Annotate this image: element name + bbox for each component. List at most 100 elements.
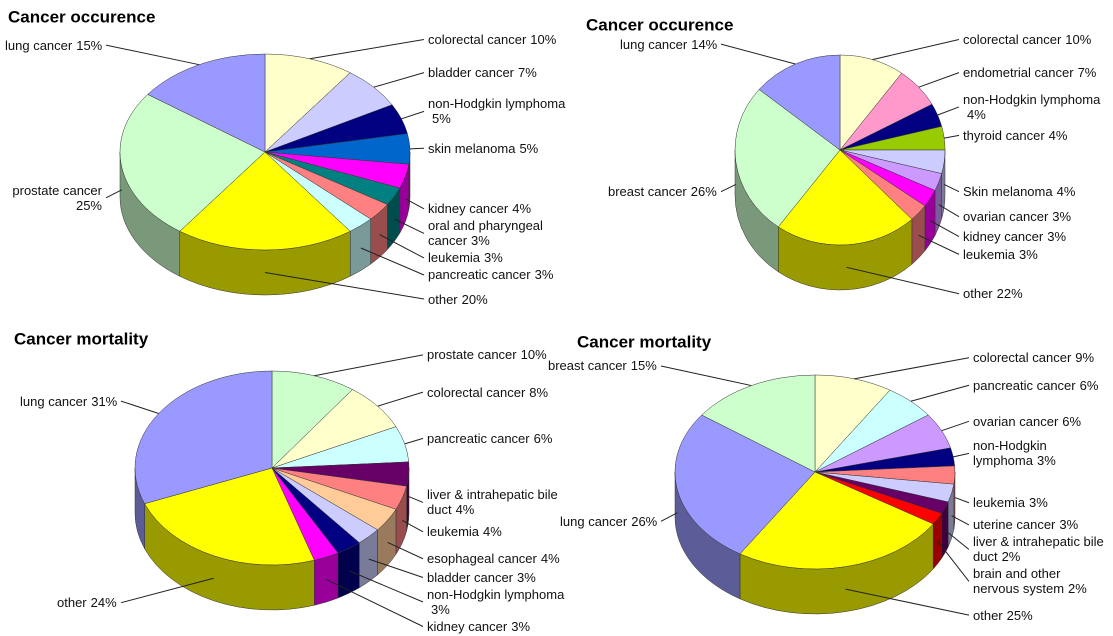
value-label: 14% xyxy=(691,37,717,52)
data-label: Skin melanoma4% xyxy=(963,184,1075,199)
category-label: kidney cancer xyxy=(427,619,507,634)
leader-line xyxy=(944,184,959,191)
value-label: 3% xyxy=(511,619,530,634)
value-label: 3% xyxy=(431,602,450,617)
data-label: ovarian cancer 6% xyxy=(973,414,1081,429)
category-label: colorectal cancer xyxy=(428,32,526,47)
data-label: oral and pharyngeal cancer3% xyxy=(428,218,578,248)
figure: Cancer occurenceCancer occurenceCancer m… xyxy=(0,0,1113,636)
category-label: lung cancer xyxy=(560,514,627,529)
data-label: colorectal cancer9% xyxy=(973,350,1094,365)
data-label: other 25% xyxy=(973,608,1033,623)
leader-line xyxy=(326,580,423,627)
value-label: 6% xyxy=(1062,414,1081,429)
category-label: skin melanoma xyxy=(428,141,515,156)
value-label: 10% xyxy=(1065,32,1091,47)
leader-line xyxy=(942,421,969,430)
category-label: kidney cancer xyxy=(963,229,1043,244)
category-label: pancreatic cancer xyxy=(973,378,1076,393)
value-label: 25% xyxy=(76,198,102,213)
category-label: Skin melanoma xyxy=(963,184,1053,199)
leader-line xyxy=(401,111,424,118)
value-label: 6% xyxy=(534,431,553,446)
data-label: brain and other nervous system 2% xyxy=(973,566,1108,596)
leader-line xyxy=(721,44,795,64)
category-label: esophageal cancer xyxy=(427,551,537,566)
category-label: lung cancer xyxy=(620,37,687,52)
category-label: leukemia xyxy=(973,495,1025,510)
data-label: liver & intrahepatic bile duct2% xyxy=(973,534,1108,564)
value-label: 3% xyxy=(1059,517,1078,532)
category-label: non-Hodgkin lymphoma xyxy=(427,587,564,602)
category-label: bladder cancer xyxy=(428,65,514,80)
value-label: 5% xyxy=(519,141,538,156)
category-label: other xyxy=(973,608,1003,623)
data-label: pancreatic cancer 6% xyxy=(427,431,552,446)
leader-line xyxy=(938,107,959,115)
value-label: 3% xyxy=(1052,209,1071,224)
category-label: leukemia xyxy=(427,524,479,539)
category-label: colorectal cancer xyxy=(963,32,1061,47)
leader-line xyxy=(314,355,423,376)
category-label: lung cancer xyxy=(20,394,87,409)
data-label: kidney cancer 3% xyxy=(963,229,1066,244)
value-label: 4% xyxy=(483,524,502,539)
data-label: skin melanoma 5% xyxy=(428,141,538,156)
value-label: 3% xyxy=(1047,229,1066,244)
value-label: 26% xyxy=(691,184,717,199)
category-label: kidney cancer xyxy=(428,201,508,216)
value-label: 4% xyxy=(1049,128,1068,143)
value-label: 3% xyxy=(1019,247,1038,262)
category-label: colorectal cancer xyxy=(973,350,1071,365)
leader-line xyxy=(872,40,959,60)
value-label: 3% xyxy=(517,570,536,585)
data-label: other20% xyxy=(428,292,488,307)
leader-line xyxy=(410,148,424,149)
data-label: lung cancer 31% xyxy=(20,394,117,409)
category-label: pancreatic cancer xyxy=(427,431,530,446)
value-label: 7% xyxy=(1078,65,1097,80)
value-label: 4% xyxy=(512,201,531,216)
data-label: lung cancer 26% xyxy=(560,514,657,529)
value-label: 2% xyxy=(1068,581,1087,596)
category-label: other xyxy=(963,286,993,301)
value-label: 31% xyxy=(91,394,117,409)
value-label: 10% xyxy=(530,32,556,47)
value-label: 4% xyxy=(541,551,560,566)
slice-side xyxy=(314,553,338,605)
data-label: colorectal cancer 10% xyxy=(428,32,556,47)
data-label: thyroid cancer 4% xyxy=(963,128,1067,143)
category-label: ovarian cancer xyxy=(973,414,1058,429)
data-label: leukemia3% xyxy=(963,247,1038,262)
data-label: leukemia 4% xyxy=(427,524,502,539)
value-label: 4% xyxy=(456,502,475,517)
category-label: leukemia xyxy=(428,250,480,265)
value-label: 26% xyxy=(631,514,657,529)
leader-line xyxy=(955,498,969,503)
value-label: 3% xyxy=(471,233,490,248)
data-label: non-Hodgkin lymphoma3% xyxy=(427,587,577,617)
data-label: non-Hodgkin lymphoma3% xyxy=(973,438,1108,468)
data-label: esophageal cancer 4% xyxy=(427,551,560,566)
category-label: other xyxy=(57,595,87,610)
data-label: non-Hodgkin lymphoma4% xyxy=(963,92,1108,122)
value-label: 25% xyxy=(1007,608,1033,623)
leader-line xyxy=(721,184,736,191)
category-label: brain and other nervous system xyxy=(973,566,1064,596)
data-label: kidney cancer 3% xyxy=(427,619,530,634)
value-label: 8% xyxy=(529,385,548,400)
leader-line xyxy=(944,135,959,138)
data-label: other 24% xyxy=(57,595,117,610)
value-label: 24% xyxy=(91,595,117,610)
value-label: 2% xyxy=(1002,549,1021,564)
leader-line xyxy=(661,366,751,386)
category-label: thyroid cancer xyxy=(963,128,1045,143)
